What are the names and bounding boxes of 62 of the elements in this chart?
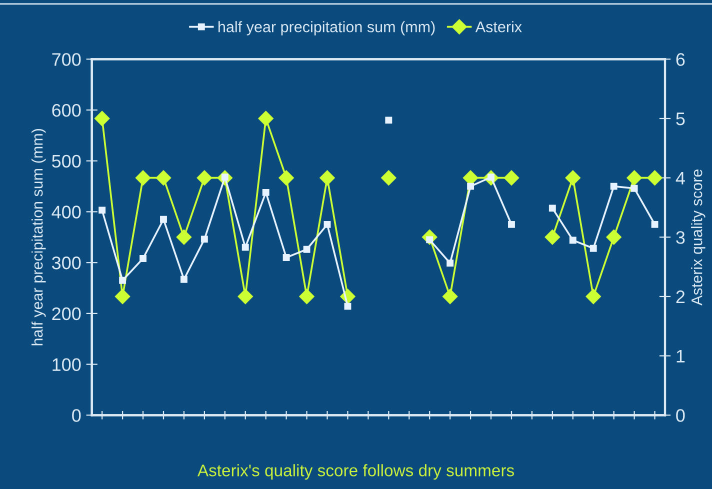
point bbox=[610, 182, 618, 190]
point bbox=[606, 230, 622, 245]
point bbox=[569, 236, 576, 244]
point bbox=[196, 170, 212, 186]
point bbox=[160, 216, 167, 223]
point bbox=[344, 302, 352, 310]
point bbox=[140, 255, 146, 262]
point bbox=[262, 188, 270, 196]
y2-tick-label: 6 bbox=[676, 53, 685, 66]
point bbox=[504, 170, 520, 186]
y-tick-label: 400 bbox=[52, 206, 81, 218]
point bbox=[94, 110, 110, 126]
y-tick-label: 200 bbox=[52, 307, 81, 320]
y-tick-label: 300 bbox=[52, 256, 81, 270]
point bbox=[299, 288, 314, 304]
point bbox=[647, 170, 662, 186]
point bbox=[200, 236, 208, 243]
y-tick-label: 700 bbox=[52, 53, 81, 66]
point bbox=[258, 110, 274, 126]
point bbox=[651, 220, 658, 228]
point bbox=[626, 170, 642, 186]
y-tick-label: 600 bbox=[52, 104, 81, 117]
point bbox=[119, 276, 126, 284]
point bbox=[586, 288, 601, 304]
y-axis-title: half year precipitation sum (mm) bbox=[32, 129, 46, 346]
point bbox=[156, 170, 172, 186]
point bbox=[467, 182, 474, 190]
point bbox=[242, 244, 249, 251]
point bbox=[303, 246, 310, 253]
point bbox=[508, 220, 515, 228]
legend-label: half year precipitation sum (mm) bbox=[218, 21, 435, 36]
y-tick-label: 500 bbox=[52, 154, 81, 168]
legend-label: Asterix bbox=[475, 21, 522, 32]
point bbox=[442, 288, 458, 304]
point bbox=[114, 288, 130, 304]
y2-tick-label: 4 bbox=[676, 172, 685, 184]
point bbox=[238, 288, 253, 304]
y-tick-label: 0 bbox=[72, 409, 81, 422]
text: Asterix's quality score follows dry summers bbox=[197, 464, 514, 480]
y2-tick-label: 2 bbox=[676, 290, 685, 304]
y-tick-label: 100 bbox=[52, 358, 81, 372]
point bbox=[135, 170, 151, 186]
y2-tick-label: 3 bbox=[676, 231, 685, 244]
y2-tick-label: 5 bbox=[676, 112, 685, 126]
point bbox=[590, 244, 597, 252]
point bbox=[324, 220, 331, 228]
point bbox=[385, 116, 392, 124]
point bbox=[320, 170, 335, 186]
y2-tick-label: 0 bbox=[676, 409, 685, 422]
point bbox=[544, 230, 560, 245]
point bbox=[98, 206, 106, 214]
point bbox=[630, 184, 638, 192]
point bbox=[565, 170, 580, 186]
y2-tick-label: 1 bbox=[676, 350, 685, 362]
point bbox=[548, 204, 556, 212]
point bbox=[282, 254, 290, 261]
y2-axis-title: Asterix quality score bbox=[691, 169, 706, 306]
point bbox=[176, 230, 192, 245]
point bbox=[278, 170, 294, 186]
point bbox=[180, 276, 188, 283]
point bbox=[381, 170, 396, 186]
point bbox=[446, 260, 454, 267]
